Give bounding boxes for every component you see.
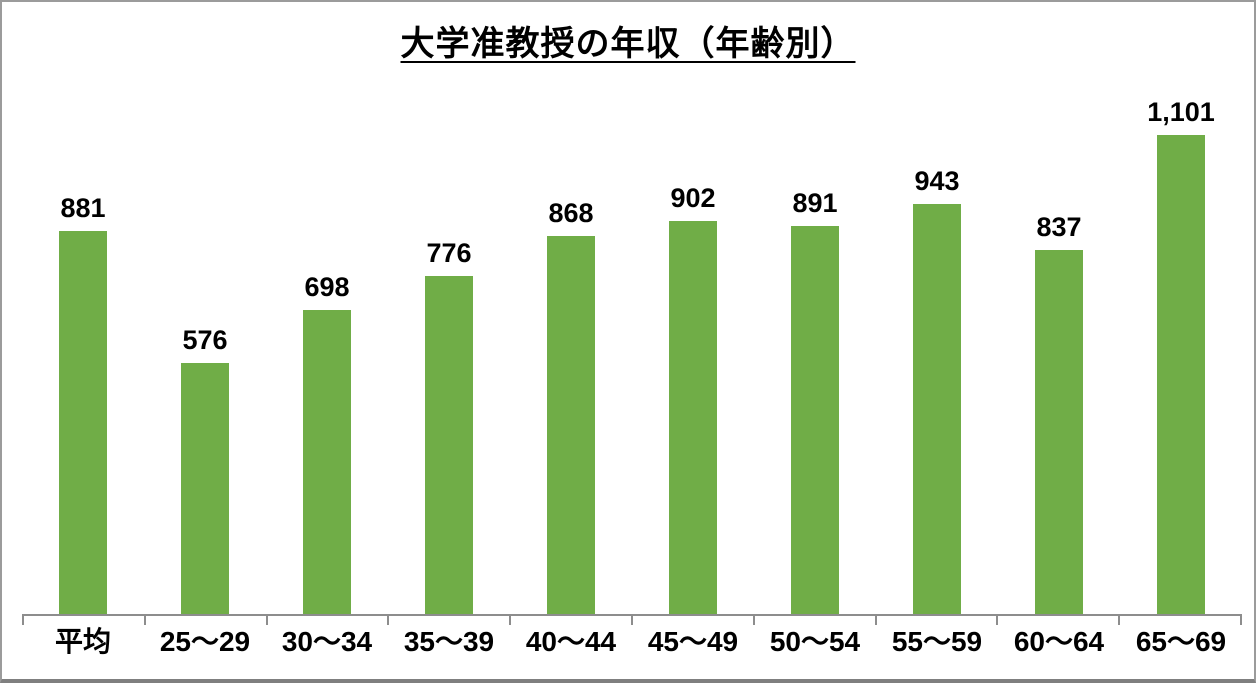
axis-tick — [143, 616, 146, 625]
bar-column: 902 — [632, 86, 754, 614]
value-label: 943 — [914, 166, 960, 196]
category-label: 25〜29 — [159, 626, 251, 657]
x-axis — [22, 614, 1242, 625]
category-label: 35〜39 — [403, 626, 495, 657]
category-label: 60〜64 — [1013, 626, 1105, 657]
category-labels: 平均 25〜29 30〜34 35〜39 40〜44 45〜49 50〜54 55〜59 60〜… — [22, 626, 1242, 658]
value-label: 698 — [304, 272, 350, 302]
plot-area: 881 576 698 776 868 902 891 943 837 1,101 — [22, 86, 1242, 614]
bar — [669, 221, 717, 614]
value-label: 868 — [548, 198, 594, 228]
category-label: 40〜44 — [525, 626, 617, 657]
value-label: 837 — [1036, 212, 1082, 242]
bar — [1035, 250, 1083, 614]
bar-column: 837 — [998, 86, 1120, 614]
category-label: 65〜69 — [1135, 626, 1227, 657]
axis-tick — [22, 616, 24, 625]
bar-column: 698 — [266, 86, 388, 614]
bar-column: 891 — [754, 86, 876, 614]
value-label: 881 — [60, 193, 106, 223]
category-label: 平均 — [54, 626, 111, 657]
axis-tick — [265, 616, 268, 625]
bar-column: 776 — [388, 86, 510, 614]
value-label: 576 — [182, 325, 228, 355]
category-label: 30〜34 — [281, 626, 373, 657]
bar — [791, 226, 839, 614]
bar-column: 1,101 — [1120, 86, 1242, 614]
axis-tick — [1118, 616, 1121, 625]
axis-tick — [752, 616, 755, 625]
axis-tick — [1239, 616, 1242, 625]
bar — [303, 310, 351, 614]
category-label: 50〜54 — [769, 626, 861, 657]
bar-column: 943 — [876, 86, 998, 614]
value-label: 776 — [426, 238, 472, 268]
bar-column: 576 — [144, 86, 266, 614]
bar — [547, 236, 595, 614]
category-label: 55〜59 — [891, 626, 983, 657]
bar — [913, 204, 961, 614]
bar — [1157, 135, 1205, 614]
axis-tick — [509, 616, 512, 625]
category-label: 45〜49 — [647, 626, 739, 657]
value-label: 902 — [670, 183, 716, 213]
axis-tick — [996, 616, 999, 625]
value-label: 891 — [792, 188, 838, 218]
axis-tick — [630, 616, 633, 625]
value-label: 1,101 — [1147, 97, 1215, 127]
axis-tick — [387, 616, 390, 625]
bar — [59, 231, 107, 614]
bar — [425, 276, 473, 614]
chart-title: 大学准教授の年収（年齢別） — [400, 25, 856, 63]
bar-column: 881 — [22, 86, 144, 614]
bar — [181, 363, 229, 614]
axis-tick — [874, 616, 877, 625]
bar-column: 868 — [510, 86, 632, 614]
